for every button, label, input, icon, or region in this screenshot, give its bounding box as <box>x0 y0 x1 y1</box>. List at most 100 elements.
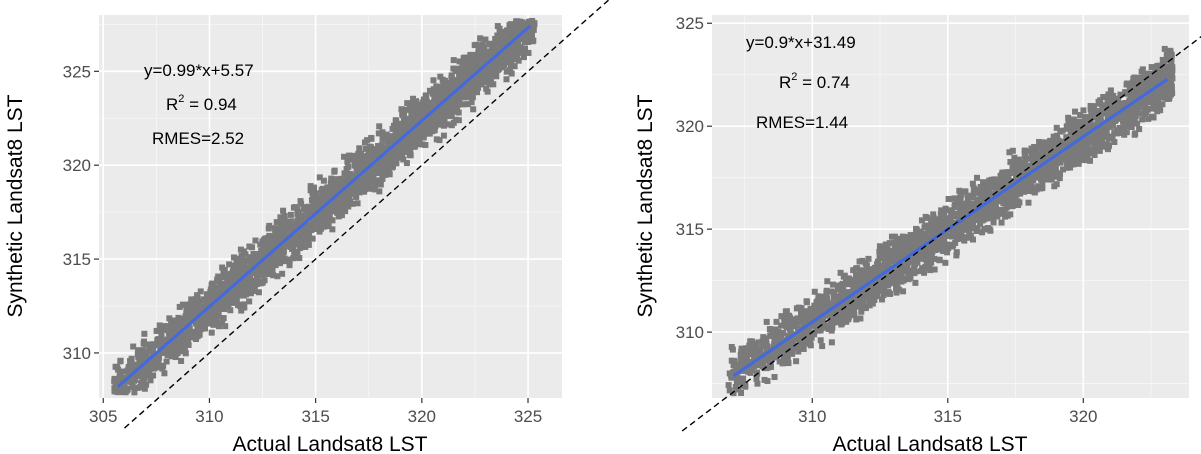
data-point <box>423 117 430 124</box>
data-point <box>273 219 280 226</box>
data-point <box>240 301 247 308</box>
data-point <box>520 20 527 27</box>
data-point <box>402 144 409 151</box>
data-point <box>446 89 453 96</box>
data-point <box>462 71 469 78</box>
data-point <box>990 219 997 226</box>
data-point <box>474 79 481 86</box>
data-point <box>258 248 265 255</box>
data-point <box>261 266 268 273</box>
data-point <box>398 106 405 113</box>
data-point <box>1163 57 1170 64</box>
data-point <box>1033 186 1040 193</box>
data-point <box>1015 202 1022 209</box>
data-point <box>427 127 434 134</box>
data-point <box>887 250 894 257</box>
data-point <box>738 345 745 352</box>
data-point <box>835 316 842 323</box>
data-point <box>313 190 320 197</box>
data-point <box>922 256 929 263</box>
data-point <box>851 312 858 319</box>
data-point <box>1035 144 1042 151</box>
data-point <box>431 111 438 118</box>
data-point <box>1047 137 1054 144</box>
data-point <box>277 245 284 252</box>
data-point <box>1014 198 1021 205</box>
data-point <box>503 46 510 53</box>
data-point <box>1048 176 1055 183</box>
data-point <box>427 119 434 126</box>
data-point <box>230 262 237 269</box>
data-point <box>375 143 382 150</box>
data-point <box>1167 78 1174 85</box>
data-point <box>1131 85 1138 92</box>
data-point <box>440 132 447 139</box>
data-point <box>175 314 182 321</box>
data-point <box>362 145 369 152</box>
data-point <box>1140 103 1147 110</box>
data-point <box>133 361 140 368</box>
data-point <box>513 32 520 39</box>
data-point <box>1081 120 1088 127</box>
data-point <box>759 339 766 346</box>
data-point <box>1038 172 1045 179</box>
data-point <box>240 259 247 266</box>
data-point <box>1120 118 1127 125</box>
data-point <box>493 49 500 56</box>
data-point <box>378 155 385 162</box>
x-tick-label: 320 <box>408 407 436 426</box>
data-point <box>247 254 254 261</box>
data-point <box>471 74 478 81</box>
data-point <box>900 277 907 284</box>
data-point <box>484 55 491 62</box>
data-point <box>953 249 960 256</box>
data-point <box>437 114 444 121</box>
data-point <box>1105 135 1112 142</box>
data-point <box>1127 94 1134 101</box>
data-point <box>514 47 521 54</box>
data-point <box>313 225 320 232</box>
data-point <box>128 360 135 367</box>
data-point <box>1169 90 1176 97</box>
data-point <box>810 306 817 313</box>
data-point <box>192 312 199 319</box>
data-point <box>730 368 737 375</box>
data-point <box>883 246 890 253</box>
data-point <box>260 253 267 260</box>
data-point <box>1103 109 1110 116</box>
data-point <box>499 41 506 48</box>
data-point <box>474 55 481 62</box>
data-point <box>904 262 911 269</box>
data-point <box>250 251 257 258</box>
data-point <box>1131 91 1138 98</box>
data-point <box>365 152 372 159</box>
data-point <box>166 323 173 330</box>
data-point <box>279 270 286 277</box>
data-point <box>489 51 496 58</box>
data-point <box>1076 118 1083 125</box>
data-point <box>407 146 414 153</box>
data-point <box>938 207 945 214</box>
data-point <box>215 323 222 330</box>
data-point <box>272 229 279 236</box>
data-point <box>857 315 864 322</box>
data-point <box>361 139 368 146</box>
data-point <box>922 213 929 220</box>
data-point <box>414 114 421 121</box>
data-point <box>370 179 377 186</box>
data-point <box>488 46 495 53</box>
data-point <box>1136 110 1143 117</box>
data-point <box>411 104 418 111</box>
data-point <box>1147 82 1154 89</box>
data-point <box>286 256 293 263</box>
data-point <box>937 211 944 218</box>
data-point <box>1117 91 1124 98</box>
data-point <box>447 82 454 89</box>
data-point <box>360 185 367 192</box>
data-point <box>410 143 417 150</box>
data-point <box>1117 130 1124 137</box>
data-point <box>905 276 912 283</box>
data-point <box>448 74 455 81</box>
data-point <box>1163 51 1170 58</box>
